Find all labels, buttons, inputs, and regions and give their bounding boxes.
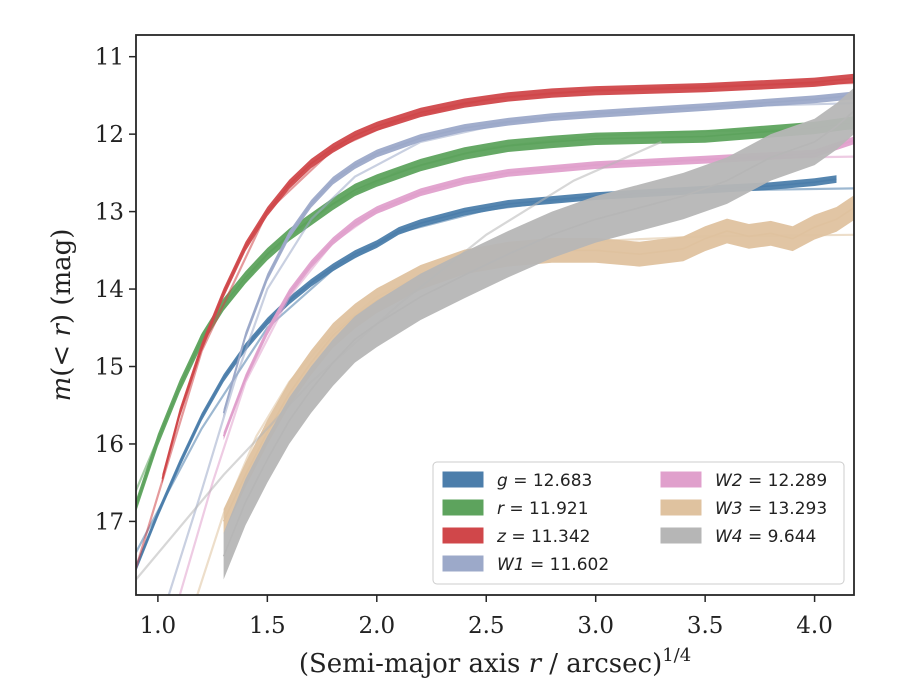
plot-frame [135, 34, 855, 596]
x-tick-label: 4.0 [796, 613, 833, 639]
series-w4-band [223, 87, 854, 580]
legend-swatch-w4 [660, 527, 702, 544]
series-w4-line [222, 110, 854, 557]
x-tick-label: 3.0 [577, 613, 614, 639]
legend-label-r: r = 11.921 [497, 499, 589, 519]
series-w1-line [222, 94, 854, 414]
series-w2-line [222, 139, 854, 437]
legend-swatch-z [442, 527, 484, 544]
y-axis-title: m(< r) (mag) [47, 229, 77, 402]
legend-label-g: g = 12.683 [497, 471, 592, 491]
series-z-line [161, 77, 854, 480]
x-tick-label: 2.0 [359, 613, 396, 639]
y-tick-label: 14 [95, 277, 124, 303]
y-tick-label: 12 [95, 122, 124, 148]
y-tick-label: 11 [95, 45, 124, 71]
x-axis-title: (Semi-major axis r / arcsec)1/4 [299, 645, 691, 679]
legend-swatch-w3 [660, 499, 702, 516]
x-tick-label: 1.0 [140, 613, 177, 639]
plot-area [136, 73, 854, 595]
legend-swatch-w2 [660, 471, 702, 488]
legend-label-z: z = 11.342 [496, 527, 590, 547]
legend-swatch-g [442, 471, 484, 488]
y-tick-label: 17 [95, 509, 124, 535]
legend-box [432, 461, 845, 585]
legend-label-w4: W4 = 9.644 [715, 527, 816, 547]
legend-swatch-w1 [442, 555, 484, 572]
y-tick-label: 16 [95, 432, 124, 458]
legend-label-w1: W1 = 11.602 [497, 555, 609, 575]
y-axis: 11 12 13 14 15 16 17 [95, 45, 136, 535]
x-tick-label: 3.5 [687, 613, 724, 639]
x-tick-label: 2.5 [468, 613, 505, 639]
y-tick-label: 15 [95, 355, 124, 381]
legend: g = 12.683 r = 11.921 z = 11.342 W1 = 11.60… [432, 461, 845, 585]
x-tick-label: 1.5 [249, 613, 286, 639]
legend-label-w3: W3 = 13.293 [715, 499, 827, 519]
legend-swatch-r [442, 499, 484, 516]
x-axis: 1.0 1.5 2.0 2.5 3.0 3.5 4.0 [140, 595, 833, 639]
y-tick-label: 13 [95, 200, 124, 226]
legend-label-w2: W2 = 12.289 [715, 471, 827, 491]
